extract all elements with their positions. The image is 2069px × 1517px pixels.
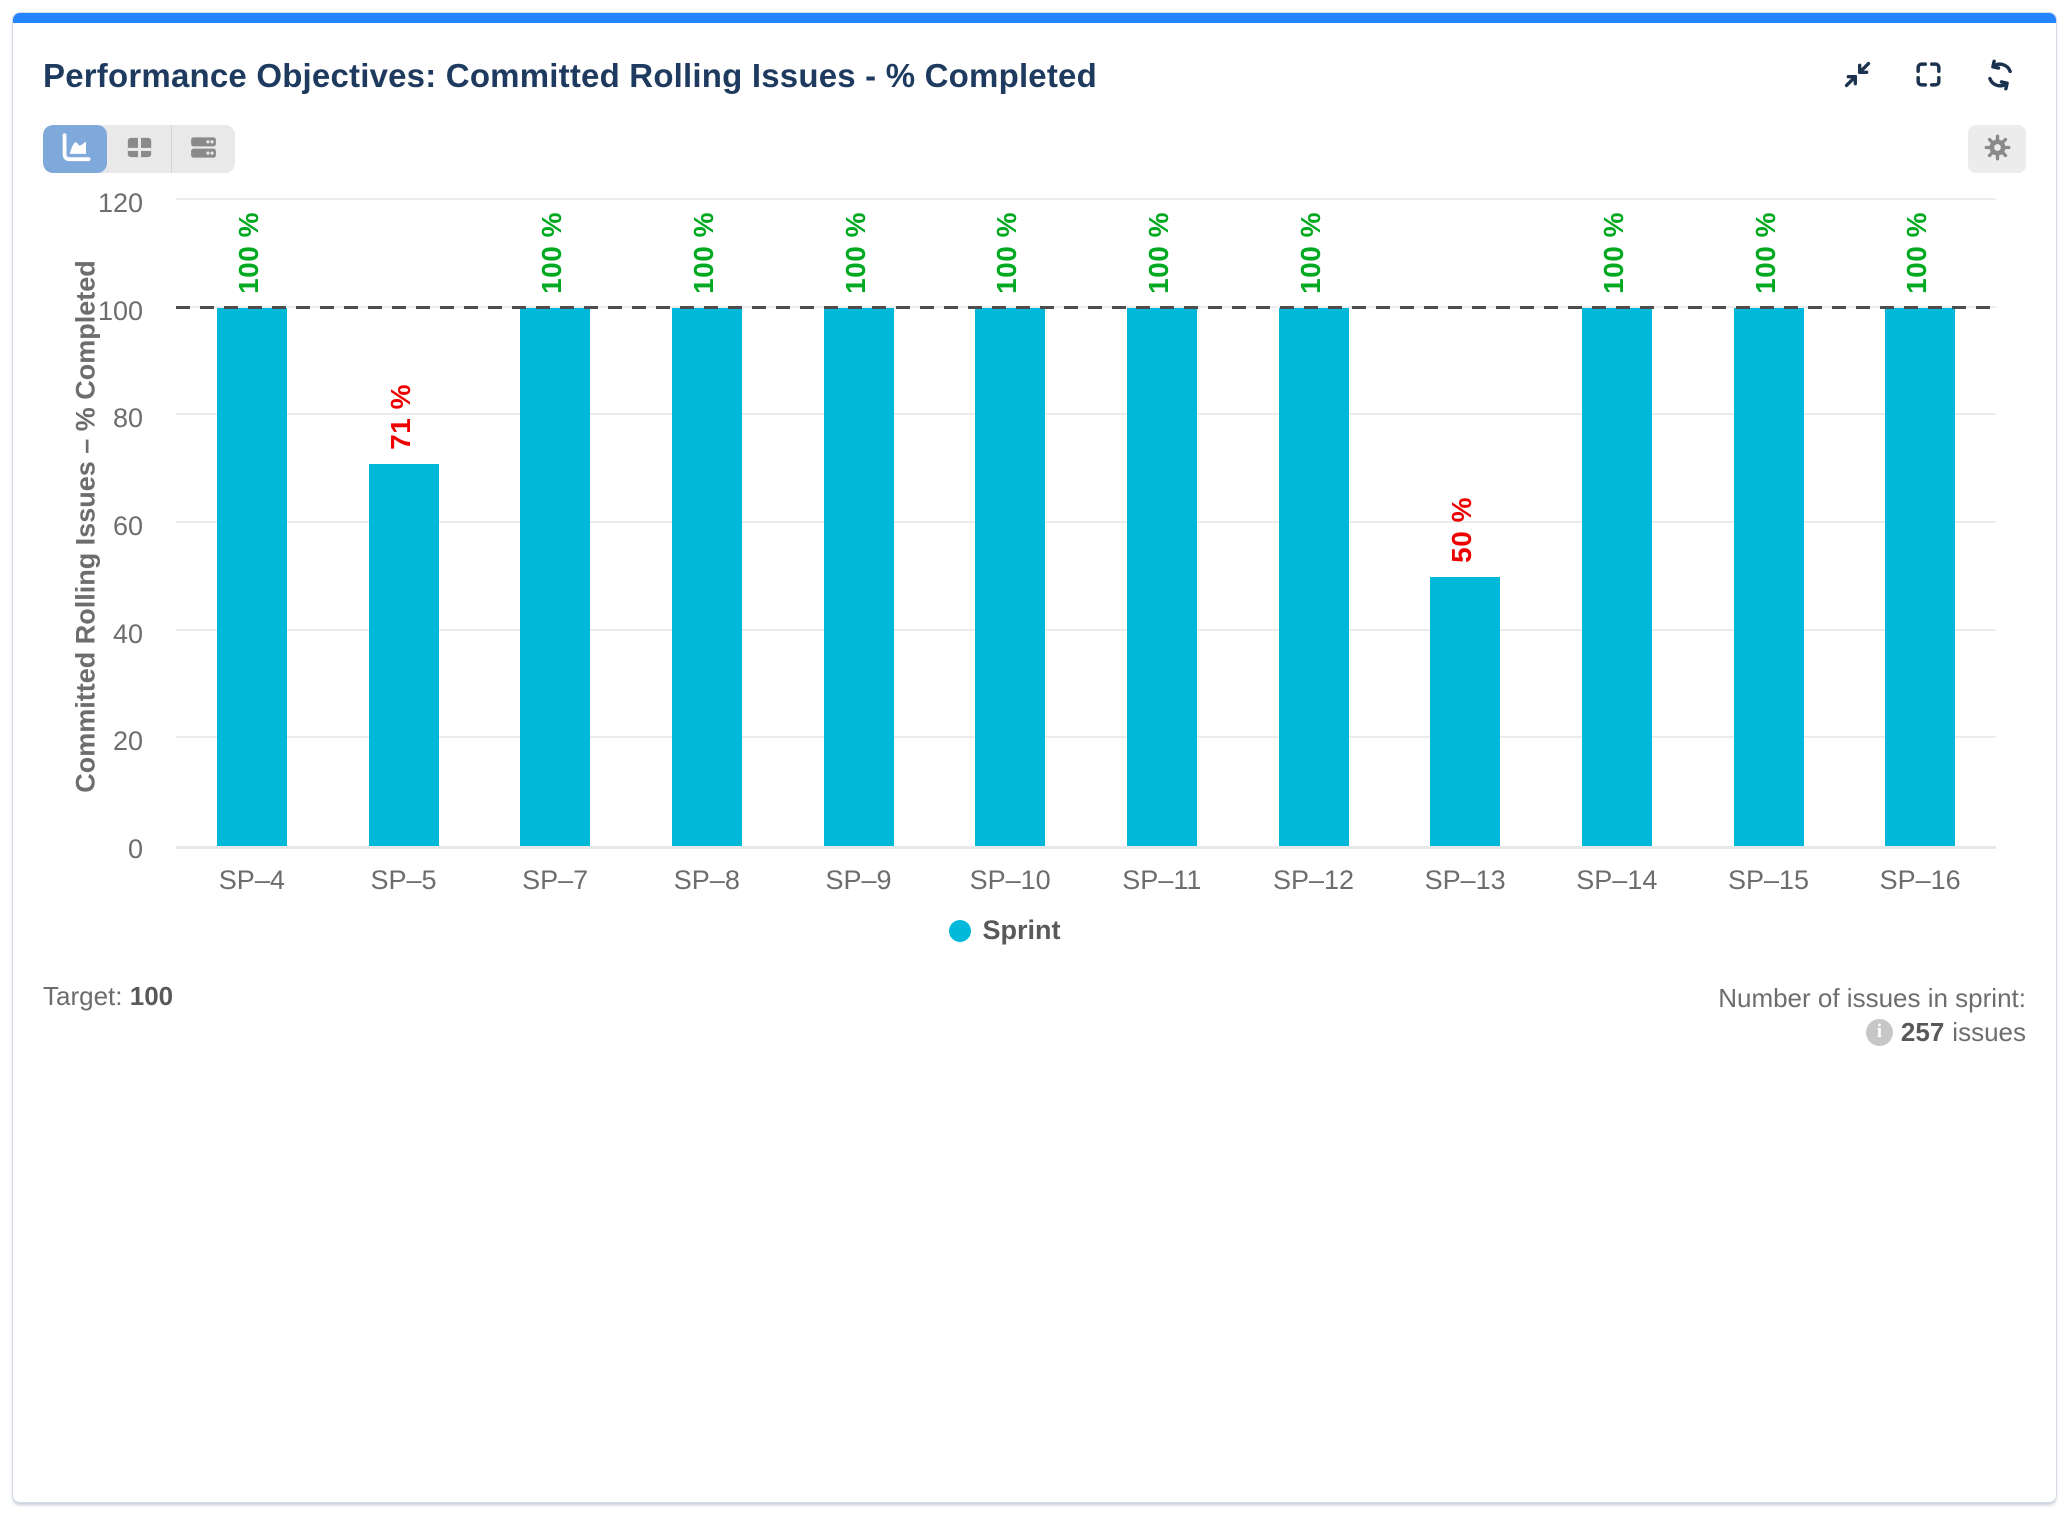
bar-SP–7[interactable]: [520, 307, 591, 846]
y-tick-label: 100: [97, 295, 143, 326]
y-tick-label: 60: [112, 511, 143, 541]
y-tick-label: 80: [112, 403, 143, 434]
x-tick-label: SP–16: [1879, 865, 1961, 895]
bar-value-label: 100 %: [839, 211, 871, 294]
x-tick-label: SP–10: [969, 865, 1051, 895]
legend[interactable]: Sprint: [13, 915, 1996, 946]
bar-SP–13[interactable]: [1430, 576, 1501, 846]
gridline: [176, 413, 1996, 416]
x-tick-label: SP–9: [825, 865, 892, 895]
bar-SP–9[interactable]: [823, 307, 894, 846]
bar-chart: Committed Rolling Issues – % Completed 0…: [13, 188, 2056, 965]
bar-SP–16[interactable]: [1885, 307, 1956, 846]
x-tick-label: SP–15: [1727, 865, 1810, 895]
bar-value-label: 100 %: [1901, 211, 1933, 294]
bar-value-label: 50 %: [1446, 497, 1478, 563]
y-tick-label: 0: [127, 834, 143, 864]
fullscreen-icon: [1913, 59, 1944, 93]
gridline: [176, 198, 1996, 200]
refresh-button[interactable]: [1984, 59, 2016, 94]
x-tick-label: SP–11: [1122, 865, 1202, 895]
area-chart-icon: [58, 130, 93, 168]
x-tick-label: SP–8: [673, 865, 740, 895]
bar-value-label: 100 %: [536, 211, 568, 294]
table-view-button[interactable]: [107, 125, 171, 173]
collapse-icon: [1842, 59, 1873, 93]
x-tick-label: SP–7: [522, 865, 589, 895]
bar-value-label: 100 %: [1294, 211, 1326, 294]
bar-value-label: 100 %: [232, 211, 264, 294]
bar-SP–4[interactable]: [216, 307, 287, 846]
info-icon[interactable]: i: [1865, 1018, 1893, 1046]
issues-summary: Number of issues in sprint: i 257 issues: [1718, 981, 2026, 1049]
bar-SP–8[interactable]: [671, 307, 742, 846]
gadget-header: Performance Objectives: Committed Rollin…: [13, 23, 2056, 95]
bar-value-label: 100 %: [1142, 211, 1174, 294]
fullscreen-button[interactable]: [1913, 59, 1944, 93]
table-icon: [123, 131, 156, 167]
x-tick-label: SP–4: [218, 865, 285, 895]
y-tick-label: 40: [112, 618, 143, 649]
bar-SP–11[interactable]: [1126, 307, 1197, 846]
bar-SP–12[interactable]: [1278, 307, 1349, 846]
y-tick-label: 20: [112, 726, 143, 757]
x-axis-labels: SP–4 SP–5 SP–7 SP–8 SP–9 SP–10 SP–11 SP–12 SP–13…: [176, 865, 1996, 899]
target-line: [176, 305, 1996, 309]
bar-value-label: 100 %: [1749, 211, 1781, 294]
bar-SP–14[interactable]: [1581, 307, 1652, 846]
x-tick-label: SP–5: [370, 865, 437, 895]
bar-SP–10[interactable]: [975, 307, 1046, 846]
x-tick-label: SP–14: [1576, 865, 1658, 895]
view-toggle-group: [43, 125, 235, 173]
bar-value-label: 100 %: [1597, 211, 1629, 294]
accent-strip: [13, 13, 2056, 23]
rows-icon: [187, 131, 220, 167]
y-axis-ticks: 0 20 40 60 80 100 120: [13, 188, 143, 864]
target-value: 100: [129, 981, 174, 1011]
issues-suffix: issues: [1952, 1017, 2026, 1047]
gear-icon: [1982, 132, 2013, 166]
legend-label: Sprint: [982, 915, 1061, 945]
page-title: Performance Objectives: Committed Rollin…: [43, 57, 1097, 94]
issues-label: Number of issues in sprint:: [1718, 983, 2026, 1013]
target-label: Target:: [43, 981, 123, 1011]
gadget-footer: Target: 100 Number of issues in sprint: …: [13, 981, 2056, 1049]
target-text: Target: 100: [43, 981, 173, 1012]
gridline: [176, 521, 1996, 523]
header-actions: [1842, 59, 2026, 94]
chart-view-button[interactable]: [43, 125, 107, 173]
settings-button[interactable]: [1968, 125, 2026, 173]
bar-SP–15[interactable]: [1733, 307, 1804, 846]
x-tick-label: SP–13: [1424, 865, 1506, 895]
y-tick-label: 120: [97, 188, 143, 218]
x-tick-label: SP–12: [1272, 865, 1355, 895]
plot-area: 100 % 71 % 100 % 100 % 100 % 100 % 100 % 100 % 5…: [176, 198, 1996, 849]
refresh-icon: [1984, 59, 2016, 94]
bar-value-label: 100 %: [991, 211, 1023, 294]
legend-dot-icon: [948, 919, 971, 942]
gridline: [176, 736, 1996, 739]
gadget-card: Performance Objectives: Committed Rollin…: [12, 12, 2057, 1503]
bar-value-label: 71 %: [384, 383, 416, 450]
issues-count: 257: [1900, 1017, 1945, 1047]
rows-view-button[interactable]: [171, 125, 235, 173]
view-toolbar: [13, 125, 2056, 173]
gridline: [176, 628, 1996, 631]
bar-value-label: 100 %: [687, 211, 719, 294]
bar-SP–5[interactable]: [368, 463, 439, 846]
collapse-button[interactable]: [1842, 59, 1873, 93]
